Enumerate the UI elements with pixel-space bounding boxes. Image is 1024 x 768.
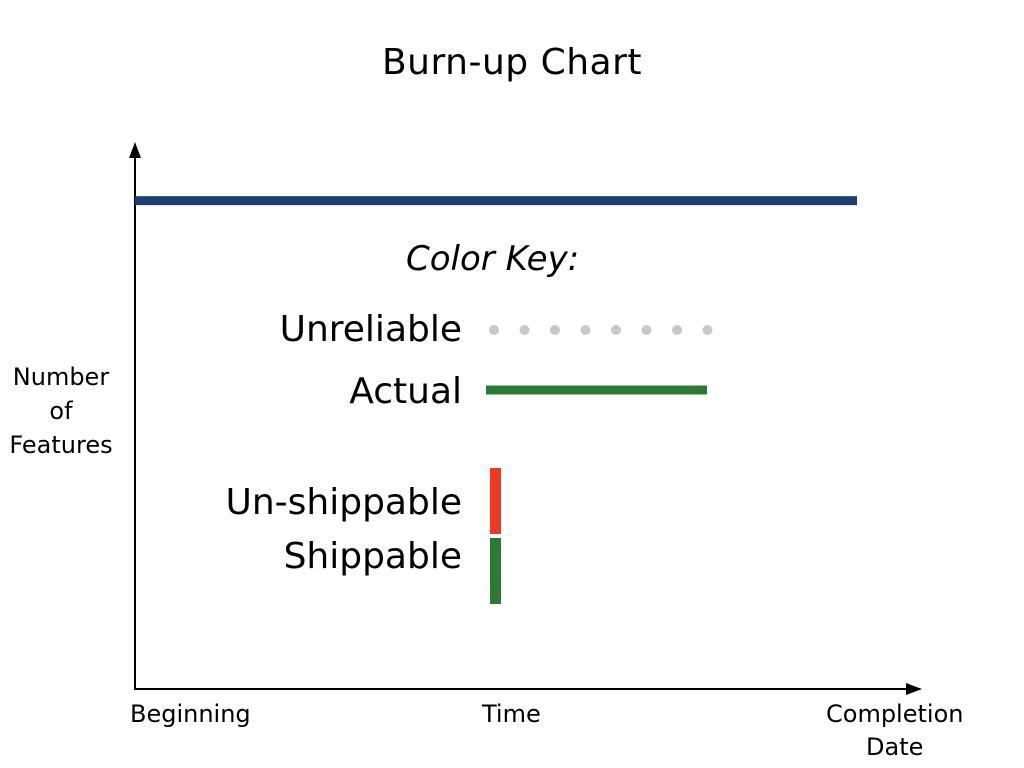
legend-swatch-dot: [519, 325, 530, 335]
legend-swatch-dot: [611, 325, 621, 335]
y-axis-label-line-1: Number: [12, 363, 110, 391]
legend-swatch-dot: [550, 325, 560, 335]
legend-swatch-dot: [489, 325, 499, 335]
legend-heading: Color Key:: [406, 239, 580, 279]
legend-swatch-dot: [580, 325, 591, 335]
legend-swatch-dot: [641, 325, 652, 335]
y-axis-label-line-3: Features: [9, 431, 113, 459]
legend-label-un-shippable: Un-shippable: [225, 482, 463, 523]
x-axis-label: Time: [482, 700, 541, 728]
x-axis-arrow-icon: [906, 683, 922, 695]
legend-label-unreliable: Unreliable: [279, 309, 462, 350]
y-axis-arrow-icon: [129, 142, 141, 158]
x-tick-label-beginning: Beginning: [130, 700, 251, 728]
legend-label-actual: Actual: [349, 371, 462, 412]
legend-swatch-dot: [672, 325, 682, 335]
legend-label-shippable: Shippable: [283, 536, 462, 577]
legend-swatch-shippable: [490, 538, 501, 604]
chart-title: Burn-up Chart: [381, 42, 643, 83]
legend-swatch-unreliable: [489, 325, 713, 335]
legend-swatches: [486, 325, 713, 604]
x-tick-label-date: Date: [866, 733, 924, 761]
chart-axes: [129, 142, 922, 695]
legend-swatch-dot: [702, 325, 713, 335]
y-axis-label-line-2: of: [49, 397, 73, 425]
x-tick-label-completion: Completion: [826, 700, 964, 728]
legend-swatch-un-shippable: [490, 468, 501, 534]
